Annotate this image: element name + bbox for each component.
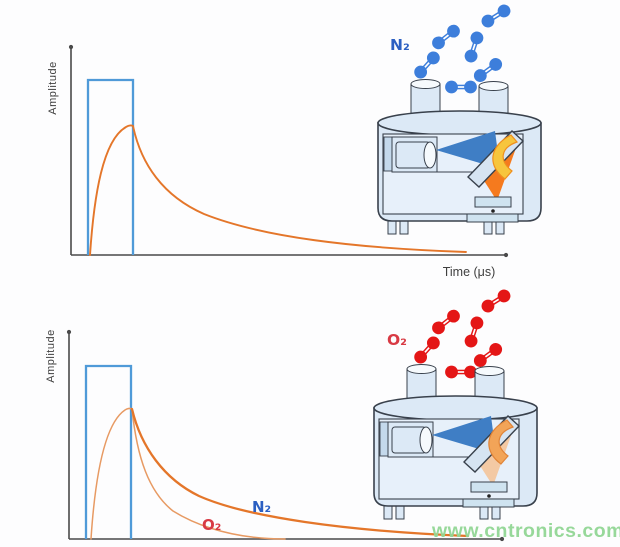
chart-top: Amplitude Time (μs) — [47, 44, 509, 279]
n2-molecule — [412, 49, 443, 81]
chart-bottom: Amplitude O₂ N₂ — [45, 329, 505, 542]
y-axis-label: Amplitude — [47, 61, 59, 114]
n2-molecule — [463, 30, 485, 64]
x-axis-arrow — [499, 536, 505, 542]
n2-molecule — [479, 2, 513, 30]
y-axis-arrow — [68, 44, 74, 50]
sensor-illustration-bottom — [373, 363, 538, 520]
excitation-pulse — [86, 78, 135, 255]
sensor-illustration-top — [377, 78, 542, 235]
o2-molecule — [479, 287, 513, 315]
o2-molecule — [412, 334, 443, 366]
y-axis-arrow — [66, 329, 72, 335]
o2-curve-label: O₂ — [202, 516, 221, 534]
n2-molecule — [471, 55, 504, 84]
panel-bottom: Amplitude O₂ N₂ O₂ www.cntronics.com — [45, 287, 620, 542]
x-axis-label: Time (μs) — [443, 265, 496, 279]
x-axis-arrow — [503, 252, 509, 258]
n2-response-curve — [130, 407, 470, 538]
o2-molecule — [471, 340, 504, 369]
y-axis-label: Amplitude — [45, 329, 57, 382]
excitation-pulse — [84, 364, 133, 539]
acoustic-response-curve — [89, 124, 467, 256]
watermark-text: www.cntronics.com — [431, 520, 620, 542]
o2-molecule — [463, 315, 485, 349]
n2-molecule — [430, 22, 463, 52]
n2-gas-label: N₂ — [390, 36, 410, 54]
o2-molecule — [430, 307, 463, 337]
o2-gas-label: O₂ — [387, 331, 407, 349]
n2-curve-label: N₂ — [252, 498, 271, 516]
panel-top: Amplitude Time (μs) N₂ — [47, 2, 542, 279]
n2-molecule — [445, 81, 477, 94]
o2-response-curve — [90, 407, 286, 540]
o2-molecule — [445, 366, 477, 379]
